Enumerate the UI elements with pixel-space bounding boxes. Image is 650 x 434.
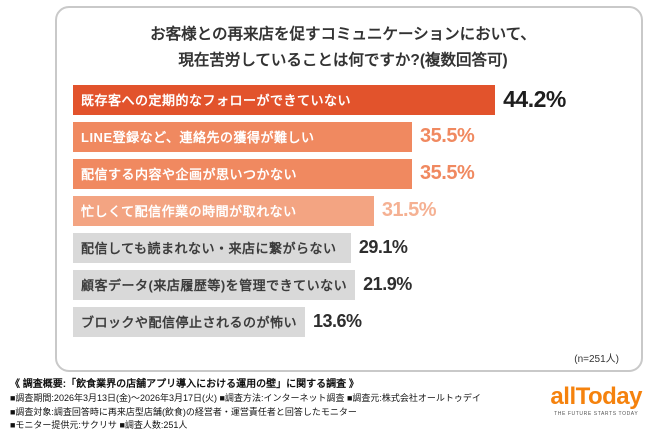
bar-row: 忙しくて配信作業の時間が取れない 31.5%: [73, 195, 633, 226]
bar-row: ブロックや配信停止されるのが怖い 13.6%: [73, 306, 633, 337]
bar: 配信する内容や企画が思いつかない: [73, 158, 413, 189]
bar-chart: 既存客への定期的なフォローができていない 44.2% LINE登録など、連絡先の獲得…: [73, 84, 633, 337]
bar-label: LINE登録など、連絡先の獲得が難しい: [81, 130, 315, 146]
bar-row: 配信しても読まれない・来店に繋がらない 29.1%: [73, 232, 633, 263]
bar: ブロックや配信停止されるのが怖い: [73, 306, 306, 337]
alltoday-logo-wordmark: allToday: [550, 383, 642, 410]
bar: 配信しても読まれない・来店に繋がらない: [73, 232, 351, 263]
bar-value: 21.9%: [363, 274, 412, 295]
alltoday-logo: allToday THE FUTURE STARTS TODAY: [550, 383, 642, 418]
bar: LINE登録など、連絡先の獲得が難しい: [73, 121, 413, 152]
bar: 忙しくて配信作業の時間が取れない: [73, 195, 374, 226]
bar-label: ブロックや配信停止されるのが怖い: [81, 315, 298, 331]
bar-value: 31.5%: [381, 199, 437, 222]
sample-size-note: (n=251人): [574, 354, 619, 365]
chart-title: お客様との再来店を促すコミュニケーションにおいて、 現在苦労していることは何です…: [73, 22, 613, 75]
bar-value: 44.2%: [503, 86, 566, 113]
bar: 既存客への定期的なフォローができていない: [73, 84, 496, 115]
bar-label: 配信しても読まれない・来店に繋がらない: [81, 241, 337, 257]
bar-row: 顧客データ(来店履歴等)を管理できていない 21.9%: [73, 269, 633, 300]
survey-overview-line: 《 調査概要:「飲食業界の店舗アプリ導入における運用の壁」に関する調査 》: [10, 379, 359, 390]
bar-label: 配信する内容や企画が思いつかない: [81, 167, 298, 183]
survey-details: 《 調査概要:「飲食業界の店舗アプリ導入における運用の壁」に関する調査 》 ■調…: [10, 377, 535, 433]
bar-value: 13.6%: [313, 311, 362, 332]
bar-label: 顧客データ(来店履歴等)を管理できていない: [81, 278, 348, 294]
chart-title-line1: お客様との再来店を促すコミュニケーションにおいて、: [150, 26, 536, 43]
survey-monitor-line: ■モニター提供元:サクリサ ■調査人数:251人: [10, 420, 188, 430]
survey-target-line: ■調査対象:調査回答時に再来店型店舗(飲食)の経営者・運営責任者と回答したモニタ…: [10, 406, 357, 417]
survey-result-card: お客様との再来店を促すコミュニケーションにおいて、 現在苦労していることは何です…: [55, 6, 643, 372]
alltoday-logo-tagline: THE FUTURE STARTS TODAY: [554, 411, 639, 418]
bar-row: 既存客への定期的なフォローができていない 44.2%: [73, 84, 633, 115]
bar-value: 35.5%: [420, 125, 475, 148]
chart-title-line2: 現在苦労していることは何ですか?(複数回答可): [178, 52, 508, 70]
survey-period-line: ■調査期間:2026年3月13日(金)〜2026年3月17日(火) ■調査方法:…: [10, 393, 481, 403]
bar-row: LINE登録など、連絡先の獲得が難しい 35.5%: [73, 121, 633, 152]
bar-label: 忙しくて配信作業の時間が取れない: [81, 204, 297, 220]
bar-label: 既存客への定期的なフォローができていない: [81, 93, 352, 109]
bar-row: 配信する内容や企画が思いつかない 35.5%: [73, 158, 633, 189]
bar-value: 35.5%: [420, 162, 475, 185]
bar-value: 29.1%: [358, 237, 408, 258]
bar: 顧客データ(来店履歴等)を管理できていない: [73, 269, 356, 300]
